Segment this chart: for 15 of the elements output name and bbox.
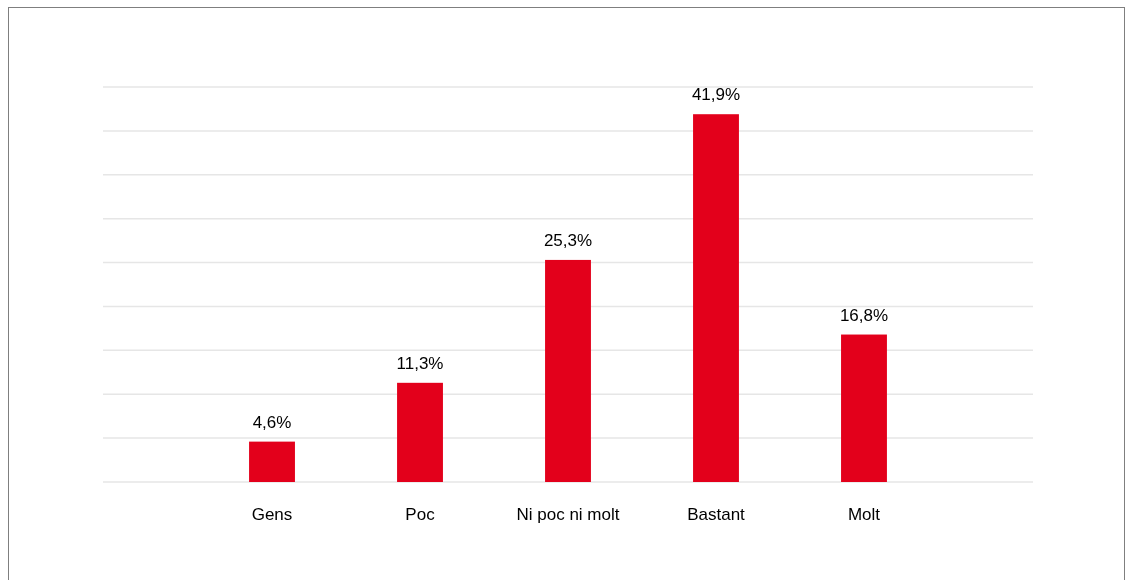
bar	[545, 259, 591, 482]
x-tick-label: Bastant	[687, 505, 746, 524]
data-label: 11,3%	[396, 353, 444, 373]
data-label: 4,6%	[252, 412, 292, 432]
x-tick-label: Molt	[847, 505, 881, 524]
x-tick-label: Ni poc ni molt	[516, 505, 620, 524]
bar	[841, 334, 887, 482]
bar	[397, 382, 443, 482]
data-label: 41,9%	[691, 85, 741, 105]
data-label: 25,3%	[543, 230, 593, 250]
data-label: 16,8%	[839, 305, 889, 325]
x-tick-label: Poc	[405, 505, 436, 524]
bar	[693, 114, 739, 482]
bar	[249, 441, 295, 482]
x-tick-label: Gens	[251, 505, 293, 524]
